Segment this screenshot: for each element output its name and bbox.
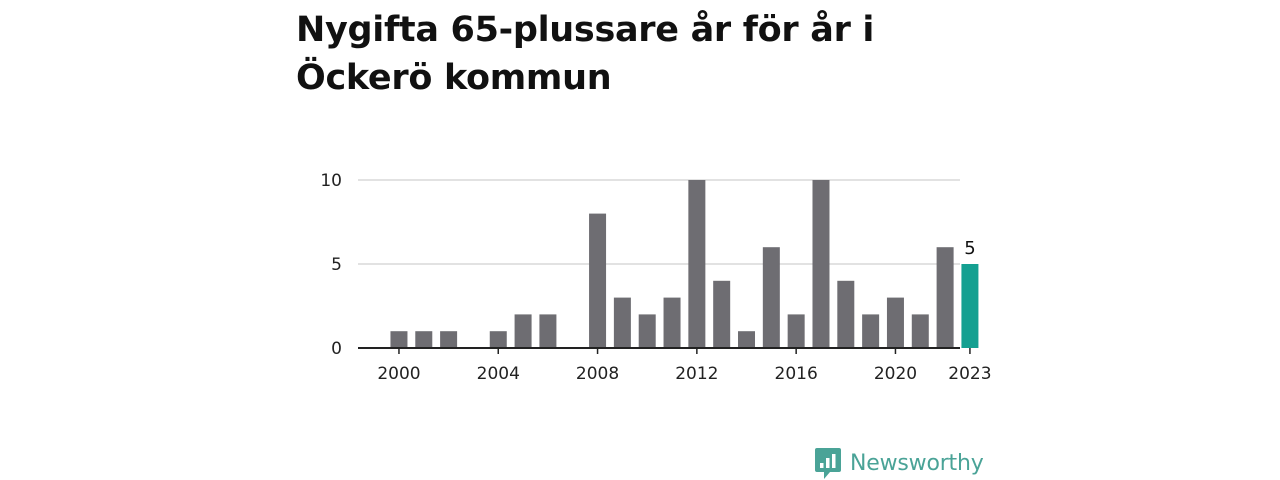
bar <box>936 247 954 348</box>
x-tick-label: 2000 <box>377 364 420 384</box>
y-tick-label: 5 <box>331 255 342 275</box>
bar <box>911 314 929 348</box>
chart-title: Nygifta 65-plussare år för år i Öckerö k… <box>296 10 875 98</box>
bars <box>390 180 979 348</box>
y-tick-label: 10 <box>320 171 342 191</box>
bar <box>688 180 706 348</box>
x-tick-label: 2016 <box>775 364 818 384</box>
bar <box>663 297 681 348</box>
bar-highlight <box>961 264 979 348</box>
x-tick-label: 2008 <box>576 364 619 384</box>
x-tick-label: 2012 <box>675 364 718 384</box>
newsworthy-logo-icon <box>815 448 841 479</box>
brand-name: Newsworthy <box>850 450 984 476</box>
bar <box>589 213 607 348</box>
bar <box>886 297 904 348</box>
bar <box>539 314 557 348</box>
bar <box>862 314 880 348</box>
bar <box>415 331 433 348</box>
axes <box>358 347 971 354</box>
bar <box>787 314 805 348</box>
bar <box>738 331 756 348</box>
labels: 0 5 10 5 2000 2004 2008 2012 2016 2020 2023 <box>320 171 991 384</box>
value-label: 5 <box>964 238 975 259</box>
bar <box>514 314 532 348</box>
x-tick-label: 2023 <box>948 364 991 384</box>
x-tick-label: 2004 <box>477 364 520 384</box>
bar <box>762 247 780 348</box>
bar <box>837 280 855 348</box>
bar <box>613 297 631 348</box>
grid-lines <box>358 179 960 265</box>
bar <box>638 314 656 348</box>
bar <box>440 331 458 348</box>
bar <box>390 331 408 348</box>
brand-logo: Newsworthy <box>814 446 984 480</box>
bar <box>812 180 830 348</box>
x-tick-label: 2020 <box>874 364 917 384</box>
bar <box>489 331 507 348</box>
bar <box>713 280 731 348</box>
y-tick-label: 0 <box>331 339 342 359</box>
